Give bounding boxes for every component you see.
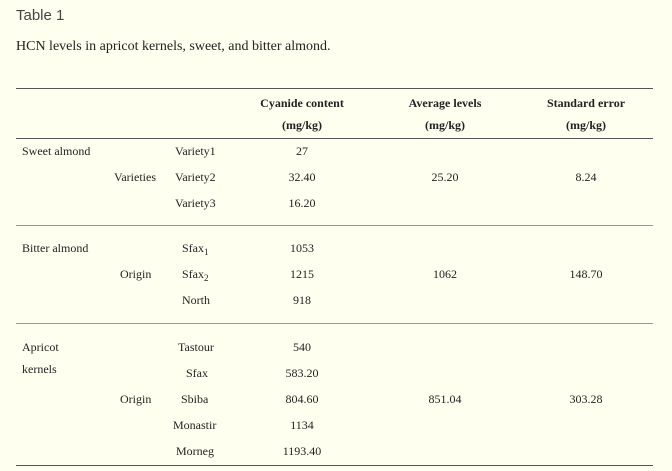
group-grouping: Origin xyxy=(120,392,152,406)
row-value: 32.40 xyxy=(288,170,316,184)
row-label: Variety1 xyxy=(175,144,216,158)
table-caption: HCN levels in apricot kernels, sweet, an… xyxy=(16,39,331,54)
row-label: Sfax1 xyxy=(182,241,209,257)
table-label: Table 1 xyxy=(16,7,65,24)
group-name: Apricot xyxy=(22,340,59,354)
row-value: 1193.40 xyxy=(282,444,322,458)
group-divider xyxy=(16,225,653,226)
row-label: Sbiba xyxy=(181,392,209,406)
group-stderr: 303.28 xyxy=(569,392,603,406)
row-label: Tastour xyxy=(178,340,214,354)
row-value: 1215 xyxy=(290,267,314,281)
header-cyanide-unit: (mg/kg) xyxy=(282,118,322,132)
table-bottom-rule xyxy=(16,465,653,466)
row-value: 804.60 xyxy=(285,392,319,406)
row-label: Monastir xyxy=(173,418,217,432)
group-grouping: Varieties xyxy=(114,170,156,184)
row-value: 27 xyxy=(296,144,308,158)
header-average: Average levels xyxy=(408,96,482,110)
group-average: 1062 xyxy=(433,267,457,281)
group-stderr: 8.24 xyxy=(575,170,597,184)
row-label: Variety3 xyxy=(175,196,216,210)
header-rule xyxy=(16,138,653,139)
group-name: Bitter almond xyxy=(22,241,89,255)
row-value: 1053 xyxy=(290,241,314,255)
row-label: Morneg xyxy=(176,444,214,458)
table-top-rule xyxy=(16,88,653,89)
row-value: 16.20 xyxy=(288,196,316,210)
row-label: Sfax2 xyxy=(182,267,209,283)
row-value: 918 xyxy=(293,293,311,307)
row-label: North xyxy=(182,293,210,307)
row-value: 583.20 xyxy=(285,366,319,380)
group-name: Sweet almond xyxy=(22,144,91,158)
group-stderr: 148.70 xyxy=(569,267,603,281)
row-value: 1134 xyxy=(290,418,314,432)
header-stderr-unit: (mg/kg) xyxy=(566,118,606,132)
row-value: 540 xyxy=(293,340,311,354)
row-label: Sfax xyxy=(186,366,208,380)
group-divider xyxy=(16,323,653,324)
group-average: 25.20 xyxy=(431,170,459,184)
group-name-line2: kernels xyxy=(22,362,57,376)
group-average: 851.04 xyxy=(428,392,462,406)
header-stderr: Standard error xyxy=(546,96,626,110)
group-grouping: Origin xyxy=(120,267,152,281)
header-cyanide: Cyanide content xyxy=(260,96,344,110)
row-label: Variety2 xyxy=(175,170,216,184)
header-average-unit: (mg/kg) xyxy=(425,118,465,132)
